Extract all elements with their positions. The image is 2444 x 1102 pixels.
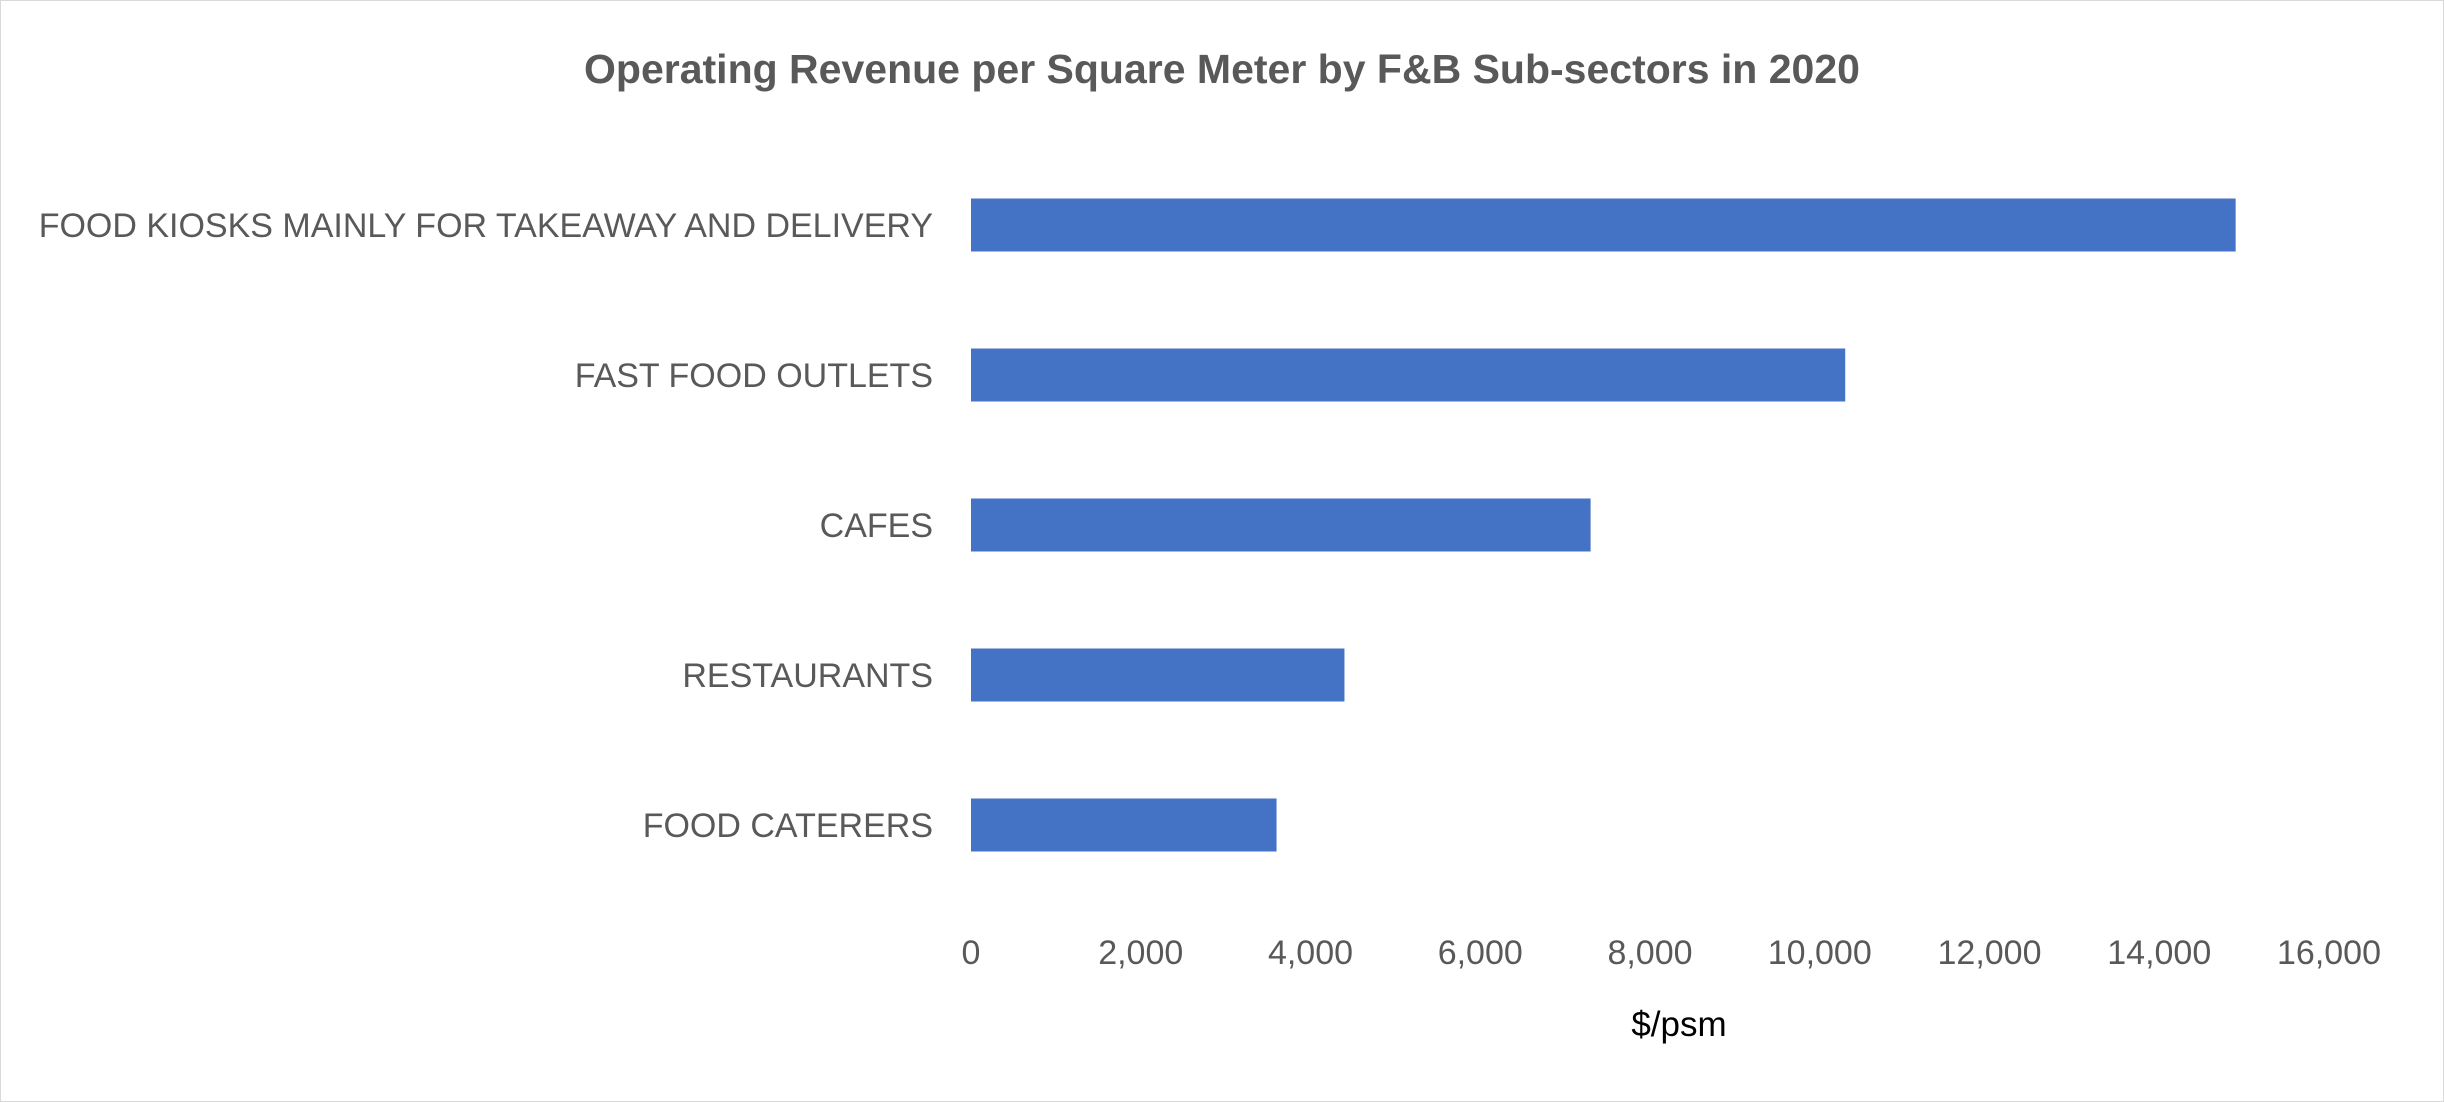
bar — [971, 648, 1345, 702]
category-label: FAST FOOD OUTLETS — [575, 357, 933, 395]
x-tick-label: 12,000 — [1938, 934, 2042, 972]
x-tick-label: 8,000 — [1607, 934, 1692, 972]
x-tick-label: 0 — [962, 934, 981, 972]
category-label: FOOD KIOSKS MAINLY FOR TAKEAWAY AND DELI… — [39, 207, 933, 245]
x-tick-label: 10,000 — [1768, 934, 1872, 972]
category-label: RESTAURANTS — [682, 657, 933, 695]
bar — [971, 798, 1277, 852]
bar — [971, 198, 2236, 252]
x-tick-label: 14,000 — [2107, 934, 2211, 972]
x-tick-label: 6,000 — [1438, 934, 1523, 972]
bars — [971, 198, 2236, 852]
x-tick-label: 16,000 — [2277, 934, 2381, 972]
category-label: FOOD CATERERS — [643, 807, 933, 845]
bar — [971, 348, 1846, 402]
category-label: CAFES — [820, 507, 933, 545]
x-axis-tick-labels: 0 2,000 4,000 6,000 8,000 10,000 12,000 14,000 1… — [962, 934, 2381, 972]
x-axis-title: $/psm — [1631, 1005, 1726, 1044]
bar — [971, 498, 1591, 552]
chart-title: Operating Revenue per Square Meter by F&… — [584, 46, 1860, 92]
x-tick-label: 4,000 — [1268, 934, 1353, 972]
category-labels: FOOD KIOSKS MAINLY FOR TAKEAWAY AND DELI… — [39, 207, 933, 845]
x-tick-label: 2,000 — [1098, 934, 1183, 972]
